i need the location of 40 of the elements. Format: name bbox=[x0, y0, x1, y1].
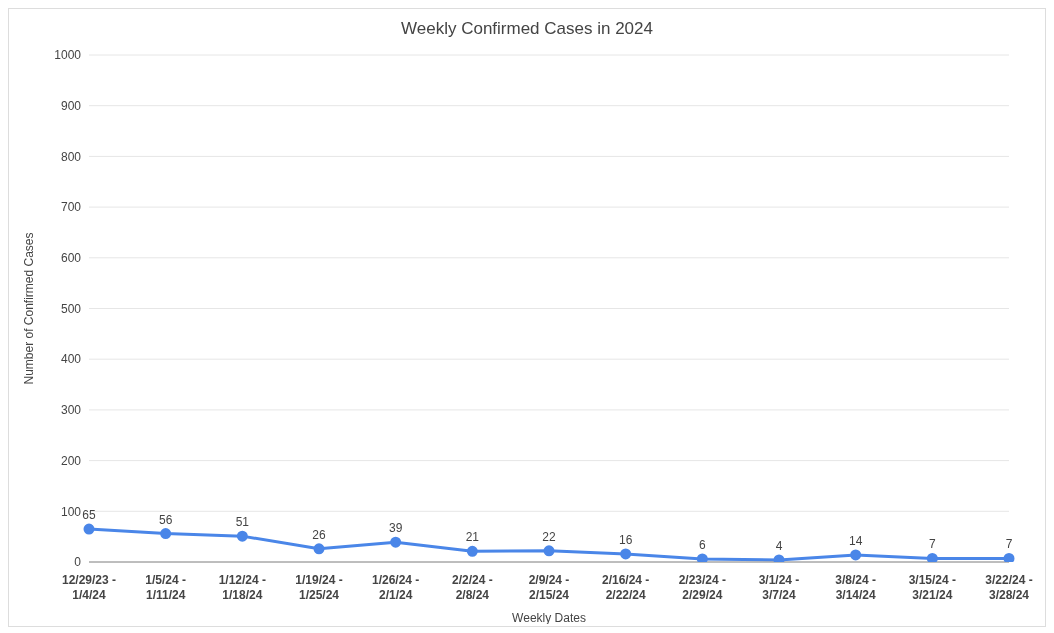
x-tick-label: 2/2/24 - 2/8/24 bbox=[451, 573, 493, 602]
x-tick-label: 3/22/24 - 3/28/24 bbox=[985, 573, 1033, 602]
x-tick-label: 1/26/24 - 2/1/24 bbox=[371, 573, 420, 602]
x-axis-title: Weekly Dates bbox=[512, 611, 586, 625]
x-tick-label: 1/19/24 - 1/25/24 bbox=[295, 573, 343, 602]
y-tick-label: 900 bbox=[60, 98, 82, 113]
y-tick-label: 100 bbox=[60, 504, 82, 519]
y-tick-label: 700 bbox=[60, 200, 82, 215]
data-label: 16 bbox=[618, 532, 633, 547]
data-label: 6 bbox=[698, 537, 706, 552]
x-tick-label: 2/23/24 - 2/29/24 bbox=[678, 573, 727, 602]
x-tick-label: 1/12/24 - 1/18/24 bbox=[218, 573, 267, 602]
y-tick-label: 400 bbox=[60, 352, 82, 367]
data-label: 56 bbox=[158, 512, 173, 527]
data-label: 39 bbox=[388, 521, 403, 536]
data-label: 7 bbox=[1005, 537, 1013, 552]
x-tick-label: 3/8/24 - 3/14/24 bbox=[835, 573, 877, 602]
chart-title: Weekly Confirmed Cases in 2024 bbox=[400, 18, 654, 40]
y-tick-label: 300 bbox=[60, 403, 82, 418]
y-tick-label: 500 bbox=[60, 301, 82, 316]
data-label: 4 bbox=[775, 538, 783, 553]
x-tick-label: 12/29/23 - 1/4/24 bbox=[61, 573, 117, 602]
y-axis-title: Number of Confirmed Cases bbox=[22, 232, 37, 385]
data-label: 7 bbox=[928, 537, 936, 552]
x-tick-label: 1/5/24 - 1/11/24 bbox=[145, 573, 187, 602]
y-tick-label: 1000 bbox=[54, 48, 82, 63]
x-tick-label: 3/1/24 - 3/7/24 bbox=[758, 573, 800, 602]
data-label: 21 bbox=[465, 530, 480, 545]
y-tick-label: 0 bbox=[74, 555, 82, 570]
y-tick-label: 200 bbox=[60, 453, 82, 468]
y-tick-label: 600 bbox=[60, 251, 82, 266]
data-label: 22 bbox=[542, 529, 556, 544]
data-label: 26 bbox=[312, 527, 326, 542]
x-tick-label: 3/15/24 - 3/21/24 bbox=[908, 573, 957, 602]
y-tick-label: 800 bbox=[60, 149, 82, 164]
data-label: 51 bbox=[235, 515, 250, 530]
x-tick-label: 2/9/24 - 2/15/24 bbox=[528, 573, 570, 602]
data-label: 14 bbox=[848, 533, 863, 548]
data-label: 65 bbox=[82, 508, 96, 523]
x-tick-label: 2/16/24 - 2/22/24 bbox=[601, 573, 650, 602]
